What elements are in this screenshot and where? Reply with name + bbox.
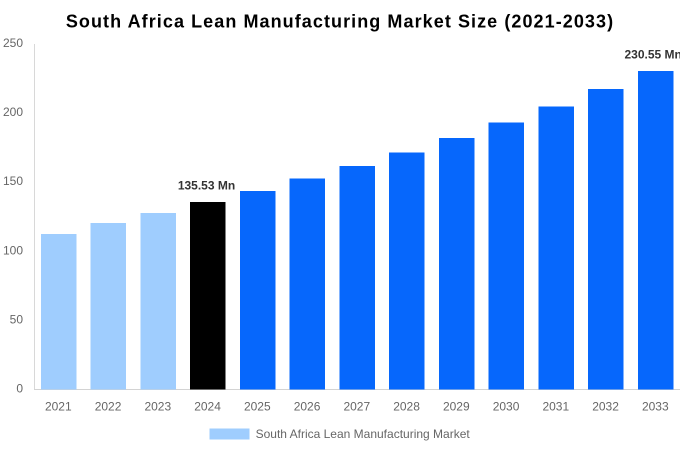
svg-text:230.55 Mn: 230.55 Mn (625, 48, 680, 62)
svg-text:2026: 2026 (294, 400, 321, 414)
svg-text:2022: 2022 (95, 400, 122, 414)
svg-text:200: 200 (3, 105, 23, 119)
svg-text:2032: 2032 (592, 400, 619, 414)
svg-text:0: 0 (16, 382, 23, 396)
svg-text:2027: 2027 (343, 400, 370, 414)
svg-text:South Africa Lean Manufacturin: South Africa Lean Manufacturing Market S… (66, 12, 614, 32)
svg-text:2023: 2023 (144, 400, 171, 414)
svg-text:100: 100 (3, 243, 23, 257)
svg-text:2029: 2029 (443, 400, 470, 414)
svg-text:2021: 2021 (45, 400, 72, 414)
svg-text:2025: 2025 (244, 400, 271, 414)
svg-text:2024: 2024 (194, 400, 221, 414)
svg-text:135.53 Mn: 135.53 Mn (178, 178, 235, 192)
svg-text:50: 50 (10, 312, 24, 326)
svg-text:South Africa Lean Manufacturin: South Africa Lean Manufacturing Market (256, 427, 471, 441)
svg-text:2031: 2031 (542, 400, 569, 414)
svg-text:2028: 2028 (393, 400, 420, 414)
svg-text:2030: 2030 (493, 400, 520, 414)
svg-text:150: 150 (3, 174, 23, 188)
svg-text:2033: 2033 (642, 400, 669, 414)
svg-text:250: 250 (3, 36, 23, 50)
